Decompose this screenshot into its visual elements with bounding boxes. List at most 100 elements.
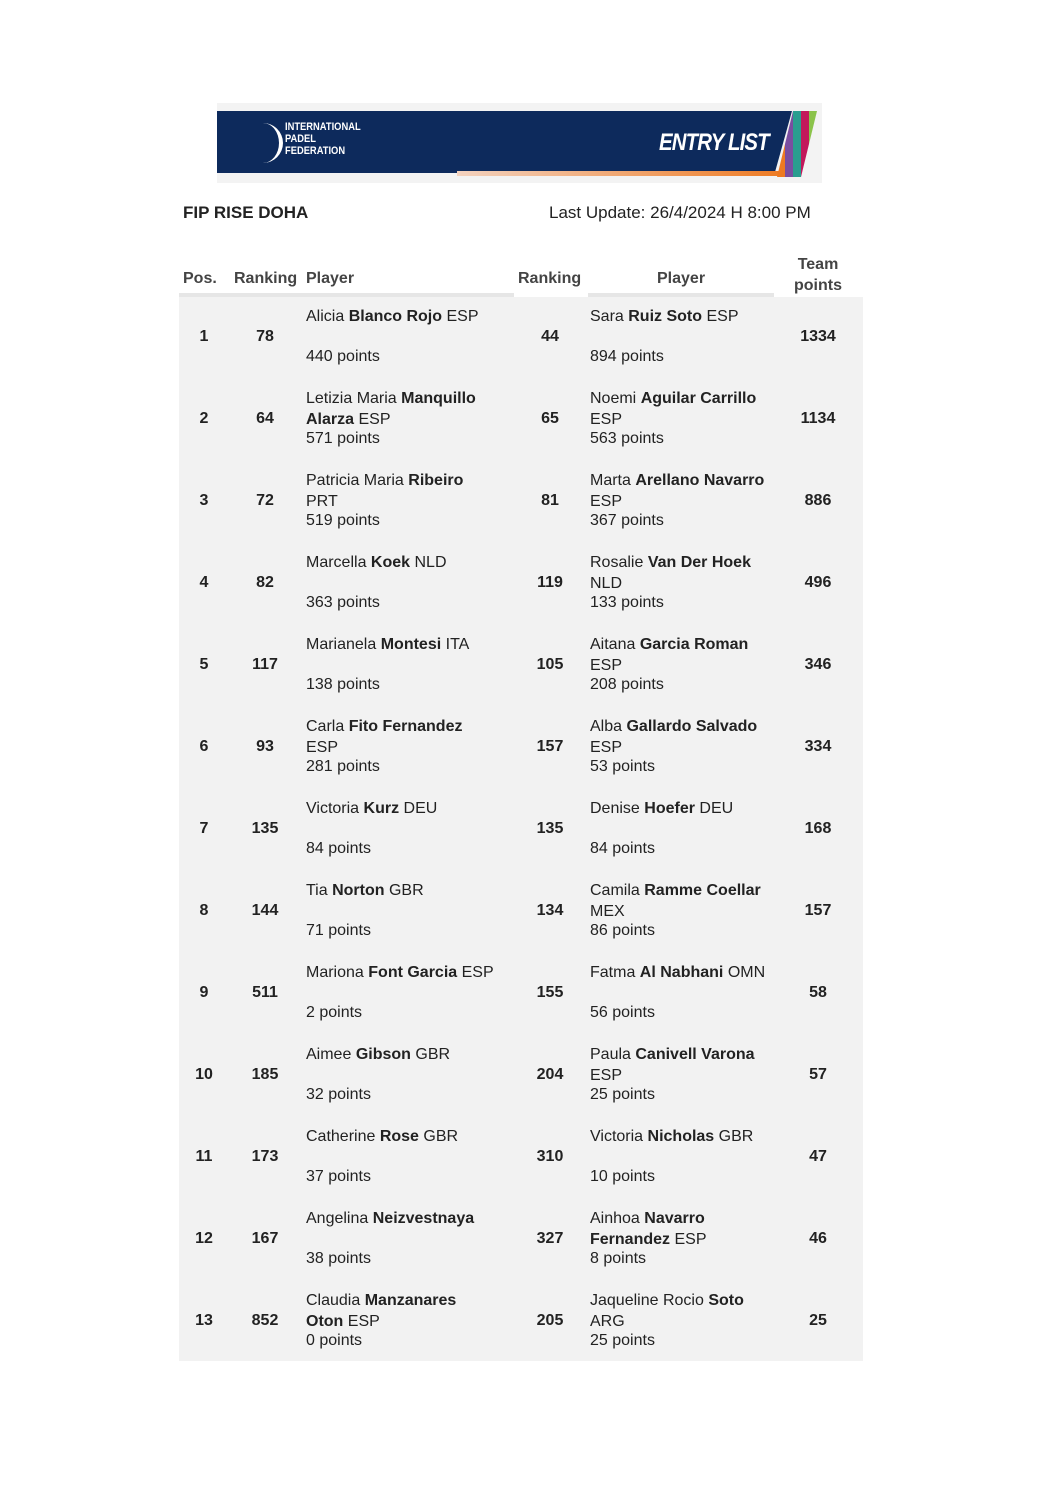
position: 9	[199, 984, 209, 1001]
first-name: Tia	[306, 882, 328, 899]
last-name: Gallardo Salvado	[626, 718, 758, 735]
ranking-1: 511	[252, 984, 278, 1001]
ranking-1: 852	[251, 1312, 279, 1329]
player-points: 208 points	[590, 676, 664, 693]
entry-table: 1 78 Alicia Blanco Rojo ESP 440 points 44 Sar…	[179, 297, 863, 1361]
country: ESP	[590, 493, 623, 510]
table-row: 7 135 Victoria Kurz DEU 84 points 135 Denise …	[179, 789, 863, 871]
first-name: Letizia Maria	[306, 390, 397, 407]
team-points: 25	[809, 1312, 827, 1329]
player-1-name: Tia Norton GBR	[306, 880, 496, 901]
ranking-2: 205	[536, 1312, 564, 1329]
table-row: 13 852 Claudia Manzanares Oton ESP 0 points…	[179, 1281, 863, 1363]
last-name: Ribeiro	[408, 472, 464, 489]
country: ESP	[347, 1313, 380, 1330]
last-name: Norton	[332, 882, 385, 899]
position: 12	[195, 1230, 213, 1247]
first-name: Angelina	[306, 1210, 369, 1227]
player-points: 53 points	[590, 758, 655, 775]
player-points: 367 points	[590, 512, 664, 529]
player-points: 894 points	[590, 348, 664, 365]
team-points: 57	[809, 1066, 827, 1083]
country: GBR	[415, 1046, 451, 1063]
ranking-2: 310	[536, 1148, 564, 1165]
tournament-name: FIP RISE DOHA	[183, 203, 309, 222]
player-points: 571 points	[306, 430, 380, 447]
header-player-2: Player	[657, 270, 706, 287]
player-1-name: Carla Fito Fernandez ESP	[306, 716, 496, 758]
last-name: Kurz	[363, 800, 400, 817]
player-1-name: Claudia Manzanares Oton ESP	[306, 1290, 496, 1332]
team-points: 1334	[800, 328, 836, 345]
position: 4	[199, 574, 209, 591]
country: ESP	[306, 739, 339, 756]
player-2-name: Noemi Aguilar Carrillo ESP	[590, 388, 780, 430]
first-name: Ainhoa	[590, 1210, 640, 1227]
player-points: 71 points	[306, 922, 371, 939]
position: 13	[195, 1312, 213, 1329]
position: 5	[199, 656, 209, 673]
ranking-2: 119	[537, 574, 563, 591]
player-2-name: Paula Canivell Varona ESP	[590, 1044, 780, 1086]
player-points: 2 points	[306, 1004, 363, 1021]
first-name: Marcella	[306, 554, 367, 571]
table-row: 5 117 Marianela Montesi ITA 138 points 105 Ai…	[179, 625, 863, 707]
ranking-2: 105	[536, 656, 564, 673]
position: 10	[195, 1066, 213, 1083]
player-points: 38 points	[306, 1250, 371, 1267]
first-name: Alba	[590, 718, 623, 735]
player-2-name: Marta Arellano Navarro ESP	[590, 470, 780, 512]
ranking-1: 64	[256, 410, 274, 427]
header-pos: Pos.	[183, 270, 217, 287]
country: GBR	[423, 1128, 459, 1145]
country: NLD	[590, 575, 623, 592]
last-name: Montesi	[380, 636, 442, 653]
player-points: 133 points	[590, 594, 664, 611]
country: OMN	[727, 964, 766, 981]
ranking-2: 157	[536, 738, 564, 755]
country: PRT	[306, 493, 338, 510]
last-name: Soto	[708, 1292, 744, 1309]
player-points: 84 points	[590, 840, 655, 857]
ranking-2: 65	[541, 410, 559, 427]
player-2-name: Jaqueline Rocio Soto ARG	[590, 1290, 780, 1332]
last-name: Font Garcia	[368, 964, 458, 981]
last-name: Koek	[370, 554, 411, 571]
player-2-name: Camila Ramme Coellar MEX	[590, 880, 780, 922]
country: ESP	[590, 739, 623, 756]
player-2-name: Victoria Nicholas GBR	[590, 1126, 780, 1147]
table-row: 10 185 Aimee Gibson GBR 32 points 204 Paula C…	[179, 1035, 863, 1117]
country: ESP	[358, 411, 391, 428]
table-row: 4 82 Marcella Koek NLD 363 points 119 Rosalie…	[179, 543, 863, 625]
player-2-name: Sara Ruiz Soto ESP	[590, 306, 780, 327]
ranking-2: 155	[536, 984, 564, 1001]
player-1-name: Marianela Montesi ITA	[306, 634, 496, 655]
last-name: Blanco Rojo	[348, 308, 443, 325]
player-1-name: Letizia Maria Manquillo Alarza ESP	[306, 388, 496, 430]
last-update: Last Update: 26/4/2024 H 8:00 PM	[549, 203, 811, 222]
first-name: Aitana	[590, 636, 636, 653]
team-points: 346	[804, 656, 832, 673]
first-name: Aimee	[306, 1046, 352, 1063]
table-row: 3 72 Patricia Maria Ribeiro PRT 519 points 8…	[179, 461, 863, 543]
player-points: 84 points	[306, 840, 371, 857]
country: ESP	[461, 964, 494, 981]
position: 11	[195, 1148, 213, 1165]
banner-bar	[217, 111, 792, 173]
first-name: Jaqueline Rocio	[590, 1292, 704, 1309]
player-2-name: Rosalie Van Der Hoek NLD	[590, 552, 780, 594]
table-row: 11 173 Catherine Rose GBR 37 points 310 Victo…	[179, 1117, 863, 1199]
ranking-2: 44	[541, 328, 559, 345]
player-points: 32 points	[306, 1086, 371, 1103]
team-points: 168	[804, 820, 832, 837]
first-name: Fatma	[590, 964, 636, 981]
table-row: 2 64 Letizia Maria Manquillo Alarza ESP 571…	[179, 379, 863, 461]
first-name: Carla	[306, 718, 345, 735]
player-points: 25 points	[590, 1086, 655, 1103]
fip-logo-icon	[245, 123, 283, 163]
first-name: Rosalie	[590, 554, 644, 571]
player-points: 138 points	[306, 676, 380, 693]
first-name: Alicia	[306, 308, 345, 325]
table-row: 6 93 Carla Fito Fernandez ESP 281 points 157…	[179, 707, 863, 789]
player-1-name: Angelina Neizvestnaya	[306, 1208, 496, 1229]
